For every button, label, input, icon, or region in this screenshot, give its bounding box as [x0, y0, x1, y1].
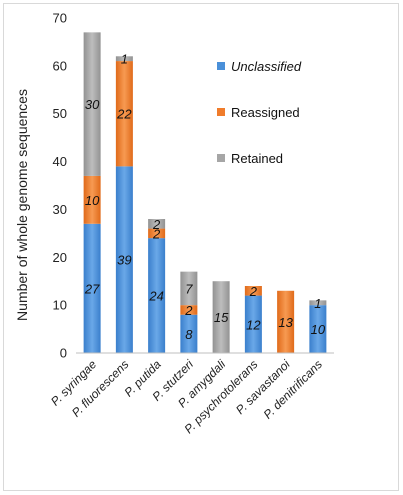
data-label: 27 — [84, 281, 100, 296]
y-axis-title: Number of whole genome sequences — [14, 89, 30, 321]
y-tick-label: 30 — [53, 202, 67, 217]
bar-segment-retained — [115, 56, 133, 62]
legend-label: Unclassified — [231, 59, 302, 74]
data-label: 2 — [152, 226, 161, 241]
y-tick-label: 10 — [53, 298, 67, 313]
data-label: 2 — [249, 284, 258, 299]
bars-group — [76, 32, 334, 354]
data-label: 22 — [116, 107, 132, 122]
bar-segment-retained — [148, 219, 166, 229]
legend-swatch — [217, 108, 225, 116]
y-tick-label: 20 — [53, 250, 67, 265]
bar-segment-unclassified — [244, 295, 262, 353]
bar-segment-reassigned — [115, 61, 133, 167]
bar-segment-retained — [180, 271, 198, 306]
legend-swatch — [217, 154, 225, 162]
bar-segment-retained — [309, 300, 327, 306]
legend-label: Reassigned — [231, 105, 300, 120]
data-label: 2 — [152, 217, 161, 232]
data-label: 1 — [121, 52, 128, 67]
y-tick-label: 0 — [60, 346, 67, 361]
data-label: 7 — [185, 281, 193, 296]
y-tick-label: 70 — [53, 11, 67, 26]
bar-segment-retained — [83, 32, 101, 176]
chart-frame — [3, 3, 399, 491]
bar-segment-unclassified — [83, 223, 101, 353]
bar-segment-reassigned — [180, 305, 198, 315]
data-label: 12 — [246, 317, 261, 332]
bar-segment-unclassified — [148, 238, 166, 353]
data-label: 8 — [185, 327, 193, 342]
data-label: 24 — [148, 289, 163, 304]
data-label: 2 — [184, 303, 193, 318]
y-tick-label: 60 — [53, 58, 67, 73]
y-tick-label: 40 — [53, 154, 67, 169]
data-label: 1 — [314, 296, 321, 311]
bar-segment-reassigned — [148, 228, 166, 239]
data-label: 39 — [117, 253, 131, 268]
bar-segment-retained — [212, 281, 230, 353]
data-label: 13 — [278, 315, 293, 330]
legend: Unclassified Reassigned Retained — [217, 59, 302, 166]
bar-segment-reassigned — [277, 290, 295, 353]
legend-label: Retained — [231, 151, 283, 166]
bar-segment-reassigned — [83, 175, 101, 224]
bar-segment-unclassified — [309, 305, 327, 353]
data-label: 30 — [85, 97, 100, 112]
data-label: 15 — [214, 310, 229, 325]
bar-segment-unclassified — [115, 166, 133, 353]
y-tick-label: 50 — [53, 106, 67, 121]
y-axis: 0 10 20 30 40 50 60 70 — [53, 11, 67, 361]
bar-segment-reassigned — [244, 286, 262, 296]
legend-swatch — [217, 62, 225, 70]
data-label: 10 — [311, 322, 326, 337]
data-label: 10 — [85, 193, 100, 208]
bar-segment-unclassified — [180, 314, 198, 353]
